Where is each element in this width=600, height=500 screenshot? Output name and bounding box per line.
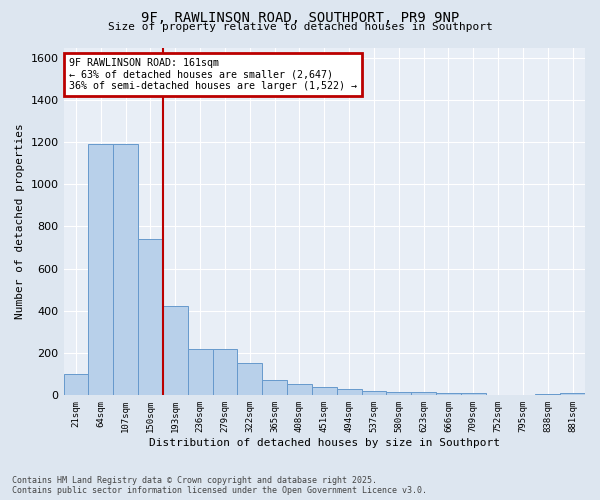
Bar	[312, 388, 337, 395]
X-axis label: Distribution of detached houses by size in Southport: Distribution of detached houses by size …	[149, 438, 500, 448]
Bar	[337, 388, 362, 395]
Bar	[436, 392, 461, 395]
Bar	[287, 384, 312, 395]
Bar	[535, 394, 560, 395]
Text: Contains HM Land Registry data © Crown copyright and database right 2025.
Contai: Contains HM Land Registry data © Crown c…	[12, 476, 427, 495]
Bar	[188, 348, 212, 395]
Bar	[560, 393, 585, 395]
Bar	[461, 393, 485, 395]
Bar	[212, 348, 238, 395]
Bar	[163, 306, 188, 395]
Bar	[362, 390, 386, 395]
Y-axis label: Number of detached properties: Number of detached properties	[15, 124, 25, 319]
Bar	[88, 144, 113, 395]
Bar	[262, 380, 287, 395]
Bar	[411, 392, 436, 395]
Text: 9F RAWLINSON ROAD: 161sqm
← 63% of detached houses are smaller (2,647)
36% of se: 9F RAWLINSON ROAD: 161sqm ← 63% of detac…	[69, 58, 357, 91]
Text: Size of property relative to detached houses in Southport: Size of property relative to detached ho…	[107, 22, 493, 32]
Bar	[138, 239, 163, 395]
Bar	[386, 392, 411, 395]
Bar	[113, 144, 138, 395]
Bar	[64, 374, 88, 395]
Bar	[238, 364, 262, 395]
Text: 9F, RAWLINSON ROAD, SOUTHPORT, PR9 9NP: 9F, RAWLINSON ROAD, SOUTHPORT, PR9 9NP	[141, 11, 459, 25]
